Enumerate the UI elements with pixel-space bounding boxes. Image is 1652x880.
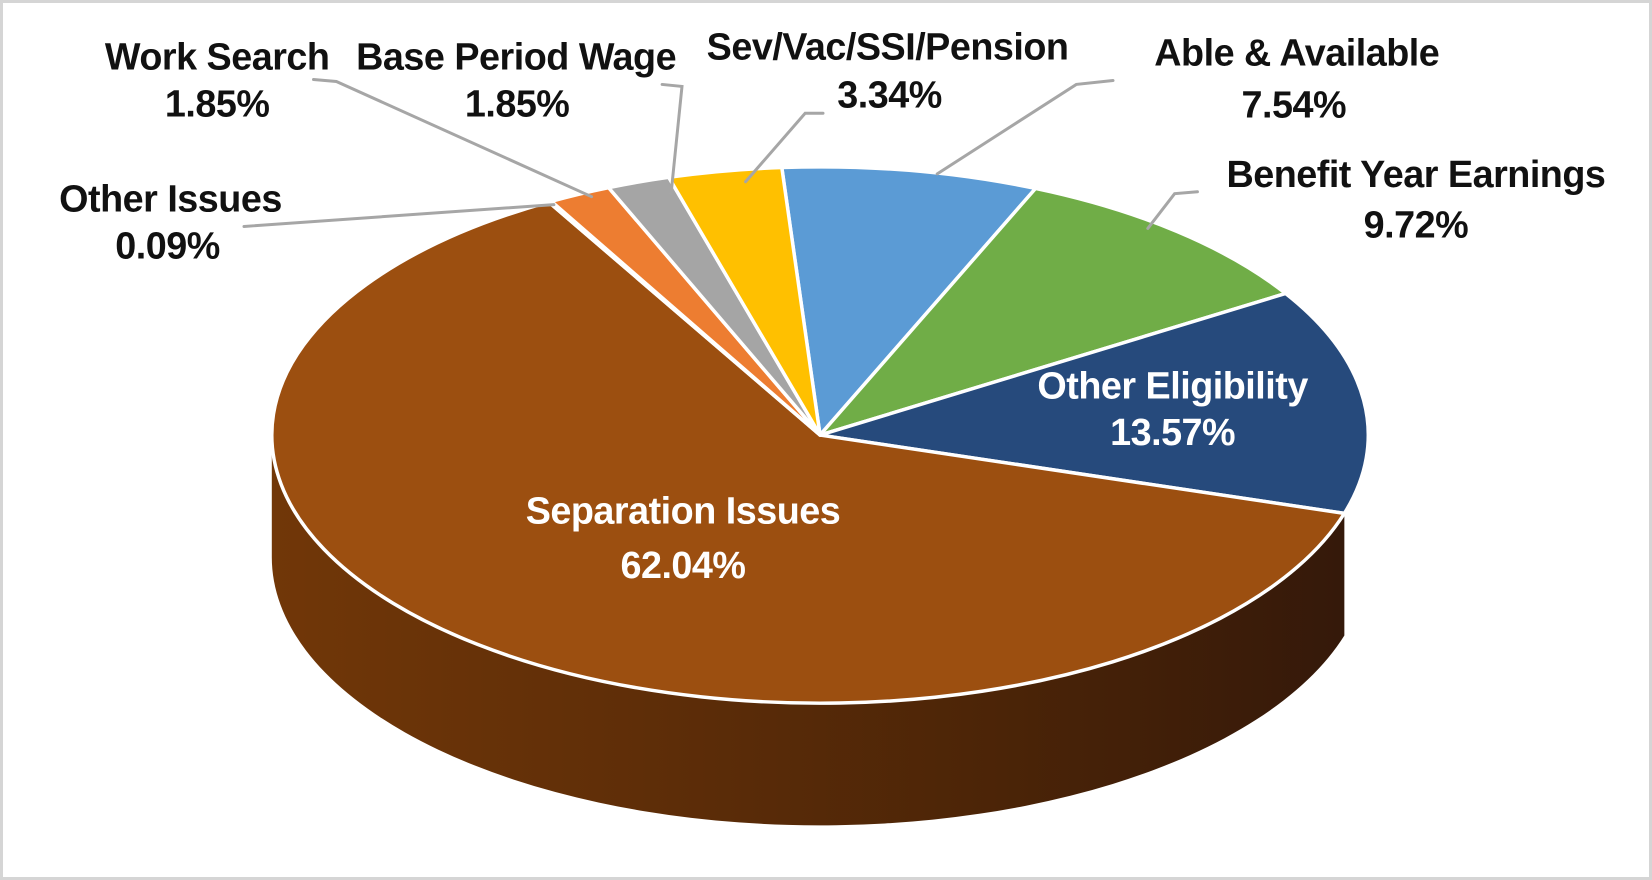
slice-name-label-separation-issues: Separation Issues	[526, 490, 841, 532]
pie-slice-able-available	[780, 165, 1038, 437]
slice-name-label-other-issues: Other Issues	[59, 178, 282, 220]
3d-pie-chart: Able & Available 7.54% Benefit Year Earnin…	[59, 26, 1606, 826]
slice-name-label-benefit-year-earnings: Benefit Year Earnings	[1226, 153, 1605, 195]
slice-percent-label-able-available: 7.54%	[1242, 83, 1347, 125]
pie-side-separation-issues	[271, 435, 1345, 826]
slice-name-label-able-available: Able & Available	[1154, 32, 1439, 74]
leader-line-sev-vac-ssi-pension	[744, 111, 825, 184]
slice-percent-label-separation-issues: 62.04%	[620, 544, 745, 586]
leader-line-base-period-wage	[660, 82, 684, 196]
slice-name-label-base-period-wage: Base Period Wage	[356, 36, 676, 78]
slice-percent-label-base-period-wage: 1.85%	[465, 82, 570, 124]
slice-percent-label-benefit-year-earnings: 9.72%	[1364, 203, 1469, 245]
slice-percent-label-sev-vac-ssi-pension: 3.34%	[837, 73, 942, 115]
leader-line-work-search	[312, 77, 594, 199]
slice-percent-label-other-issues: 0.09%	[115, 224, 220, 266]
slice-name-label-other-eligibility: Other Eligibility	[1037, 364, 1308, 406]
leader-line-able-available	[935, 78, 1115, 176]
leader-line-other-issues	[242, 203, 556, 228]
slice-name-label-sev-vac-ssi-pension: Sev/Vac/SSI/Pension	[707, 26, 1069, 68]
slice-percent-label-work-search: 1.85%	[165, 82, 270, 124]
pie-slice-benefit-year-earnings	[818, 186, 1288, 437]
leader-line-benefit-year-earnings	[1146, 190, 1199, 230]
pie-slice-other-eligibility	[818, 291, 1370, 516]
slice-percent-label-other-eligibility: 13.57%	[1110, 411, 1235, 453]
pie-slice-separation-issues	[270, 200, 1347, 705]
pie-slice-sev-vac-ssi-pension	[666, 165, 822, 437]
slice-name-label-work-search: Work Search	[105, 36, 330, 78]
